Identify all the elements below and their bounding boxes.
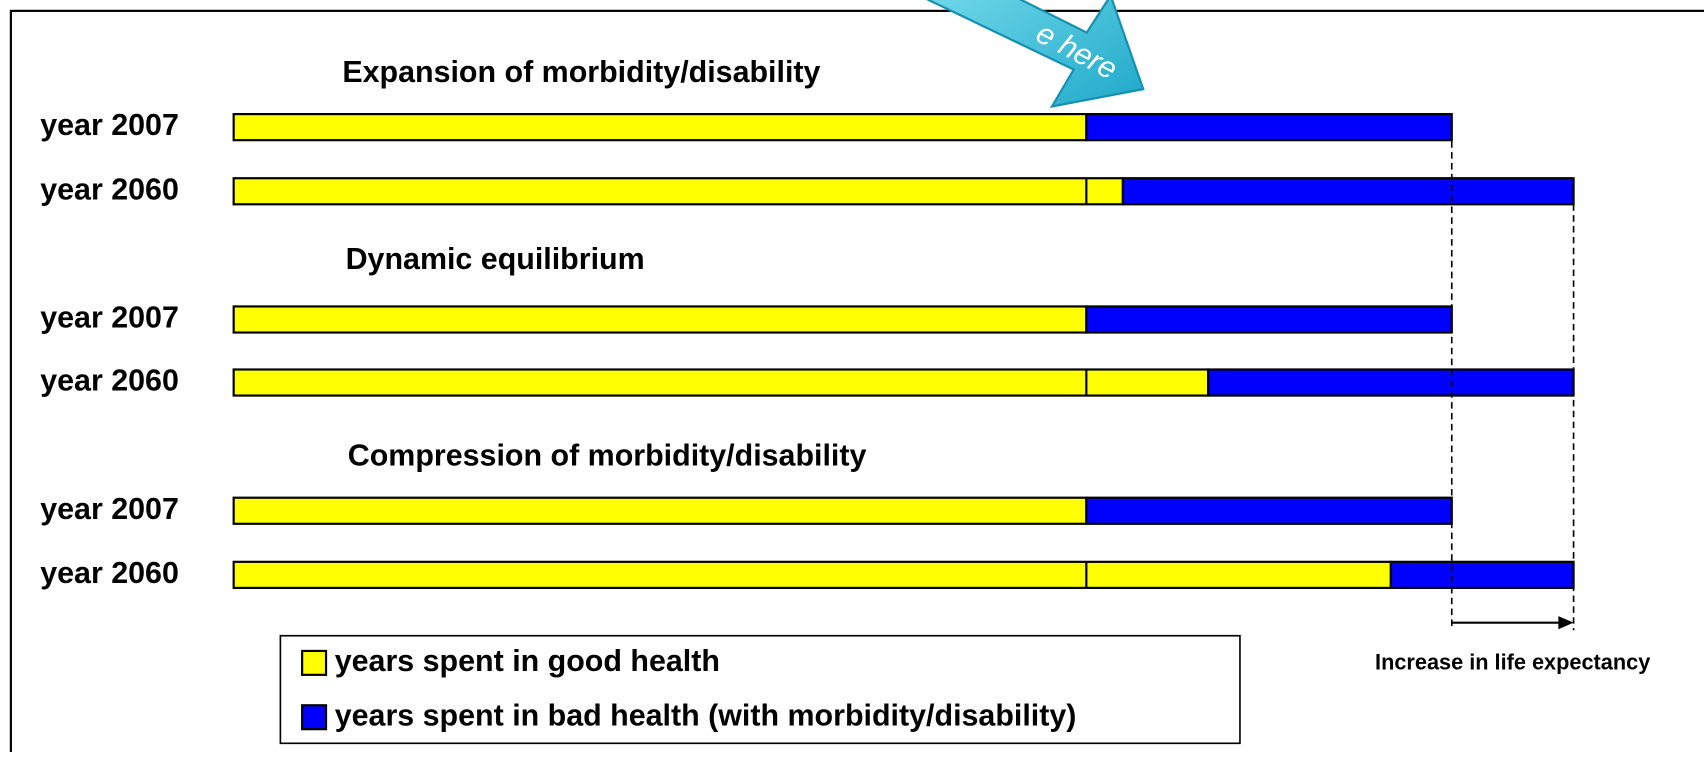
- bar-segment: [232, 177, 1124, 206]
- bar-segment: [1389, 560, 1575, 589]
- annotation: Increase in life expectancy: [1375, 650, 1650, 675]
- group-title: Compression of morbidity/disability: [348, 439, 867, 473]
- row-label: year 2060: [40, 364, 179, 398]
- bar-segment: [232, 496, 1088, 525]
- bar-segment: [232, 305, 1088, 334]
- group-title: Expansion of morbidity/disability: [342, 55, 820, 89]
- bar-segment: [1085, 496, 1453, 525]
- callout-arrow: [926, 0, 1145, 109]
- row-label: year 2007: [40, 108, 179, 142]
- row-label: year 2060: [40, 556, 179, 590]
- bar-segment: [232, 368, 1210, 397]
- row-label: year 2007: [40, 301, 179, 335]
- bar-segment: [1121, 177, 1575, 206]
- legend-swatch: [301, 704, 328, 731]
- row-label: year 2060: [40, 172, 179, 206]
- bar-segment: [232, 560, 1392, 589]
- legend-label: years spent in bad health (with morbidit…: [335, 698, 1077, 732]
- group-title: Dynamic equilibrium: [346, 242, 645, 276]
- legend-swatch: [301, 649, 328, 676]
- legend-label: years spent in good health: [335, 644, 720, 678]
- bar-segment: [1207, 368, 1575, 397]
- bar-segment: [1085, 113, 1453, 142]
- legend-box: [279, 634, 1241, 745]
- increase-arrowhead: [1558, 616, 1574, 630]
- bar-segment: [232, 113, 1088, 142]
- row-label: year 2007: [40, 492, 179, 526]
- bar-segment: [1085, 305, 1453, 334]
